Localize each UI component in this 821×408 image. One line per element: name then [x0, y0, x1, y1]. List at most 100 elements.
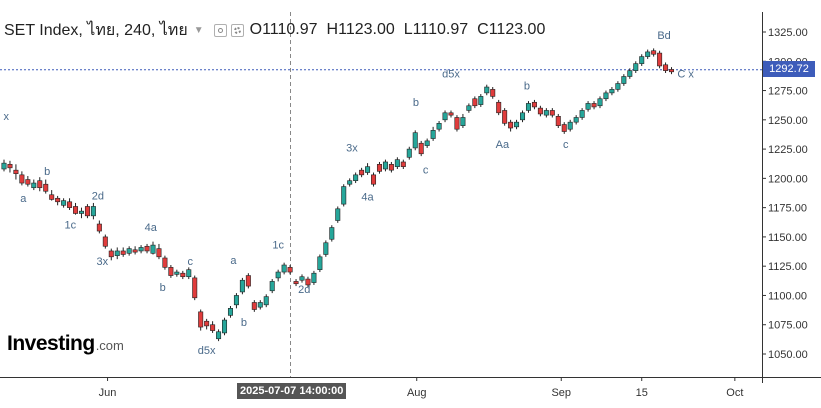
candle-body [520, 112, 526, 121]
candle-body [293, 281, 299, 285]
candle-body [7, 164, 13, 169]
candle-body [448, 112, 454, 116]
candle-body [406, 148, 412, 158]
ohlc-close: C1123.00 [477, 21, 546, 38]
y-tick-label: 1225.00 [768, 144, 808, 156]
candle-body [251, 302, 257, 310]
candle-body [245, 275, 251, 287]
candle-body [287, 267, 293, 273]
wave-label: 1c [64, 220, 76, 232]
wave-label: 4a [145, 222, 158, 234]
eye-icon[interactable] [213, 23, 227, 37]
candle-body [84, 206, 90, 217]
logo-suffix-text: .com [95, 338, 124, 353]
candle-body [651, 50, 657, 55]
candle-body [323, 242, 329, 255]
candle-body [400, 161, 406, 167]
candle-body [192, 277, 198, 299]
candle-body [31, 182, 37, 189]
wave-label: c [188, 256, 194, 268]
y-tick-label: 1100.00 [768, 290, 807, 302]
candle-body [484, 86, 490, 94]
candle-body [239, 279, 245, 293]
wave-label: C x [677, 69, 694, 81]
candle-body [341, 186, 347, 205]
candle-body [454, 117, 460, 130]
candle-body [55, 197, 61, 203]
candle-body [299, 276, 305, 281]
x-tick-label: Jun [99, 387, 117, 399]
chevron-down-icon[interactable]: ▼ [193, 24, 204, 36]
wave-label: b [160, 282, 166, 294]
candle-body [549, 110, 555, 116]
candle-body [371, 174, 377, 185]
candle-body [96, 223, 102, 232]
wave-label: a [230, 255, 237, 267]
candle-body [19, 174, 25, 184]
candle-body [162, 257, 168, 268]
wave-label: 4a [361, 192, 374, 204]
candle-body [555, 116, 561, 126]
candle-body [49, 194, 55, 200]
x-tick-label: Aug [407, 387, 427, 399]
candle-body [311, 272, 317, 283]
chart-header: SET Index, ไทย, 240, ไทย ▼ O1110.97 H112… [0, 19, 545, 41]
candle-body [132, 249, 138, 253]
candle-body [531, 101, 537, 108]
candle-body [567, 121, 573, 130]
candle-body [37, 180, 43, 189]
candle-body [424, 140, 430, 146]
gear-icon[interactable] [230, 23, 244, 37]
candle-body [561, 124, 567, 132]
candle-body [472, 98, 478, 107]
x-tick-label: Oct [726, 387, 743, 399]
candle-body [669, 69, 675, 73]
candle-body [543, 110, 549, 116]
candle-body [615, 83, 621, 90]
candle-body [210, 324, 216, 331]
crosshair-time-label: 2025-07-07 14:00:00 [237, 383, 347, 399]
y-tick-label: 1275.00 [768, 86, 808, 98]
candle-body [365, 166, 371, 173]
candle-body [376, 164, 382, 172]
candle-body [329, 227, 335, 240]
candle-body [233, 295, 239, 306]
candle-body [216, 331, 222, 340]
candle-body [412, 132, 418, 149]
candle-body [174, 271, 180, 275]
candle-body [186, 269, 192, 278]
candle-body [585, 103, 591, 110]
candle-body [621, 76, 627, 84]
y-tick-label: 1125.00 [768, 261, 807, 273]
candle-body [627, 70, 633, 77]
crosshair-price-label: 1292.72 [763, 61, 815, 77]
candle-body [281, 264, 287, 273]
candle-body [90, 206, 96, 217]
ohlc-low: L1110.97 [403, 21, 469, 38]
candle-body [73, 206, 79, 214]
wave-label: b [524, 80, 530, 92]
candle-body [436, 123, 442, 130]
candle-body [663, 64, 669, 71]
candle-body [633, 63, 639, 71]
candle-body [227, 308, 233, 316]
wave-label: 3x [97, 256, 109, 268]
wave-label: 2d [298, 284, 310, 296]
candle-body [597, 98, 603, 107]
wave-label: c [563, 139, 569, 151]
y-tick-label: 1050.00 [768, 349, 808, 361]
candle-body [496, 101, 502, 114]
symbol-title[interactable]: SET Index, ไทย, 240, ไทย [4, 21, 188, 39]
candle-body [537, 107, 543, 115]
candle-body [657, 52, 663, 67]
wave-label: 3x [346, 142, 358, 154]
wave-label: 1c [272, 240, 284, 252]
candle-body [609, 89, 615, 94]
wave-label: Bd [657, 30, 670, 42]
ohlc-high: H1123.00 [326, 21, 395, 38]
ohlc-open: O1110.97 [249, 21, 318, 38]
wave-label: b [241, 317, 247, 329]
wave-label: d5x [198, 345, 216, 357]
candle-body [359, 169, 365, 176]
